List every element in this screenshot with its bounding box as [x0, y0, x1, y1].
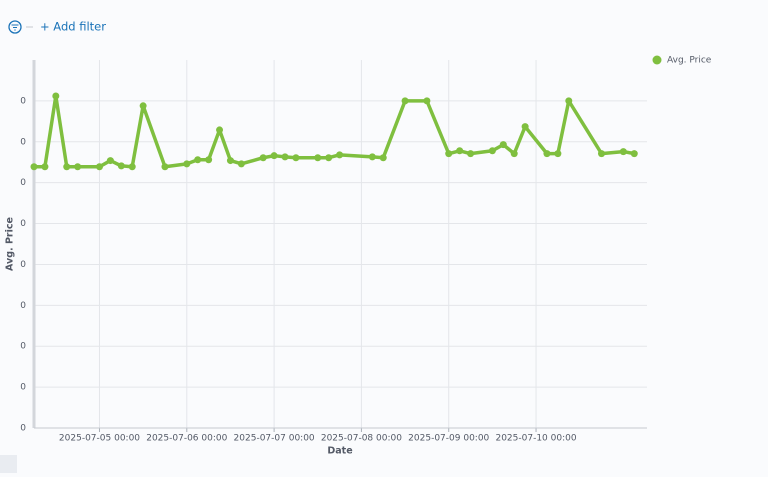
data-point [205, 156, 213, 164]
y-tick-label: 0 [20, 137, 26, 147]
data-point [368, 153, 376, 161]
data-point [52, 92, 60, 100]
legend-marker [652, 55, 662, 65]
add-filter[interactable]: + Add filter [40, 20, 106, 34]
data-point [554, 150, 562, 158]
y-tick-label: 0 [20, 301, 26, 311]
data-point [117, 162, 125, 170]
y-tick-label: 0 [20, 96, 26, 106]
x-tick-label: 2025-07-06 00:00 [146, 434, 227, 444]
data-point [139, 102, 147, 110]
legend-label: Avg. Price [667, 56, 712, 66]
x-tick-label: 2025-07-10 00:00 [495, 434, 576, 444]
data-point [259, 154, 267, 162]
data-point [314, 154, 322, 162]
y-tick-label: 0 [20, 383, 26, 393]
data-point [488, 147, 496, 155]
data-point [598, 150, 606, 158]
data-point [630, 150, 638, 158]
y-tick-label: 0 [20, 342, 26, 352]
data-line [34, 94, 635, 169]
x-tick-label: 2025-07-07 00:00 [234, 434, 315, 444]
data-point [183, 160, 191, 168]
data-point [423, 97, 431, 105]
data-point [619, 148, 627, 156]
data-point [521, 123, 529, 131]
data-point [161, 163, 169, 171]
data-point [194, 156, 202, 164]
x-tick-label: 2025-07-05 00:00 [59, 434, 140, 444]
y-axis-label: Avg. Price [5, 217, 16, 271]
data-point [499, 141, 507, 149]
y-tick-label: 0 [20, 178, 26, 188]
data-point [445, 150, 453, 158]
data-point [63, 163, 71, 171]
data-point [565, 97, 573, 105]
data-point [467, 150, 475, 158]
data-point [379, 154, 387, 162]
data-point [128, 163, 136, 171]
data-point [226, 157, 234, 165]
data-point [456, 147, 464, 155]
y-tick-label: 0 [20, 219, 26, 229]
data-point [325, 154, 333, 162]
data-point [74, 163, 82, 171]
data-point [281, 153, 289, 161]
filter-icon[interactable] [8, 20, 22, 34]
data-point [41, 163, 49, 171]
data-point [95, 163, 103, 171]
data-point [30, 163, 38, 171]
data-point [543, 150, 551, 158]
x-axis-label: Date [327, 446, 352, 457]
legend-toggle[interactable] [0, 455, 17, 473]
y-tick-label: 0 [20, 424, 26, 434]
x-tick-label: 2025-07-08 00:00 [321, 434, 402, 444]
data-point [216, 126, 224, 134]
data-point [270, 152, 278, 160]
data-point [237, 160, 245, 168]
x-tick-label: 2025-07-09 00:00 [408, 434, 489, 444]
data-point [336, 151, 344, 159]
data-point [292, 154, 300, 162]
data-point [510, 150, 518, 158]
data-point [401, 97, 409, 105]
data-point [106, 157, 114, 165]
y-tick-label: 0 [20, 260, 26, 270]
